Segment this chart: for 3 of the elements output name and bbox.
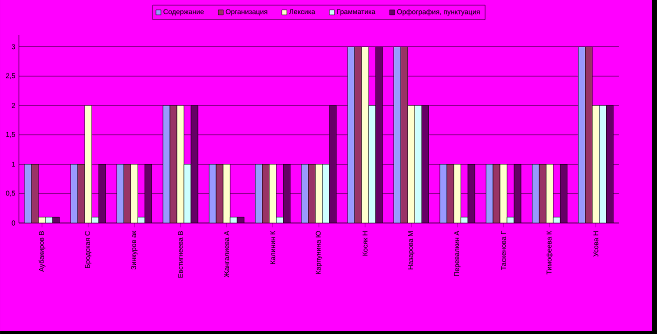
- bar: [368, 105, 376, 223]
- bar: [599, 105, 607, 223]
- bar: [414, 105, 422, 223]
